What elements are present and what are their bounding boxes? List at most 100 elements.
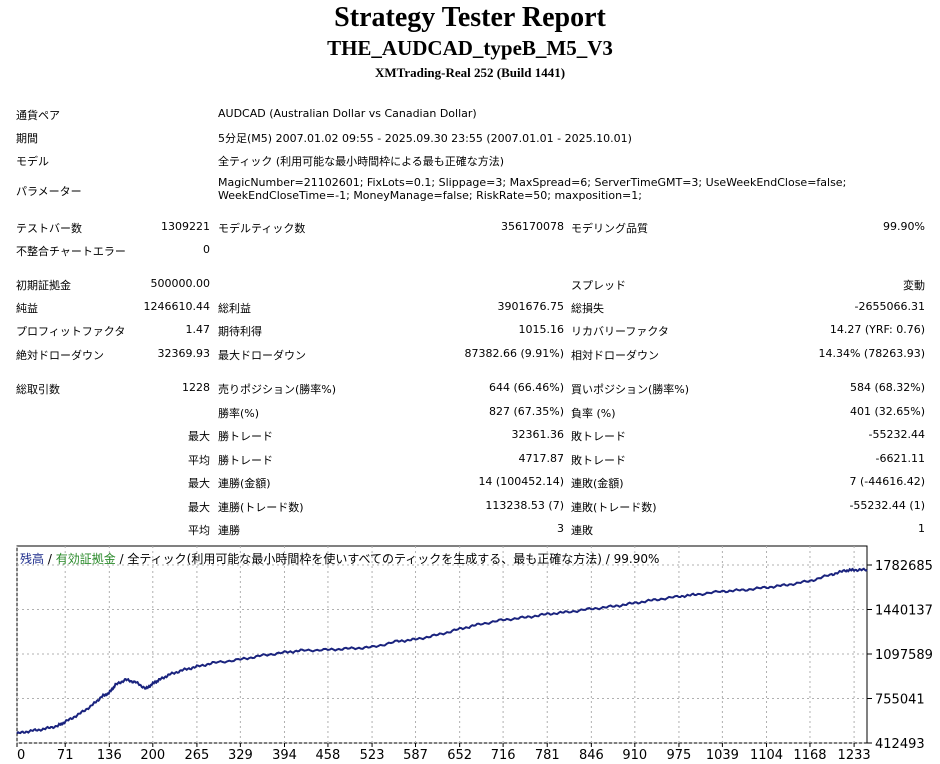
params-line-2: WeekEndCloseTime=-1; MoneyManage=false; … [218,189,642,202]
net-profit-value: 1246610.44 [143,300,210,313]
x-tick-label: 1168 [793,748,826,763]
avg-cons-losses-label: 連敗 [571,524,593,537]
chart-legend: 残高 / 有効証拠金 / 全ティック(利用可能な最小時間枠を使いすべてのティック… [20,550,659,567]
x-tick-label: 329 [228,748,253,763]
max-cons-wins-trades-label: 連勝(トレード数) [218,501,304,514]
win-rate-label: 勝率(%) [218,407,260,420]
avg-loss-value: -6621.11 [875,452,925,465]
gross-loss-value: -2655066.31 [854,300,925,313]
abs-drawdown-value: 32369.93 [157,347,211,360]
x-tick-label: 136 [97,748,122,763]
max-cons-wins-amount-value: 14 (100452.14) [478,475,564,488]
balance-series-line [16,567,868,735]
pair-label: 通貨ペア [16,109,60,122]
expected-payoff-label: 期待利得 [218,325,262,338]
ea-name: THE_AUDCAD_typeB_M5_V3 [327,36,613,60]
avg-consecutive-prefix: 平均 [188,524,210,537]
x-tick-label: 781 [535,748,560,763]
bars-value: 1309221 [161,220,210,233]
loss-rate-label: 負率 (%) [571,407,616,420]
max-cons-wins-amount-label: 連勝(金額) [218,477,271,490]
spread-label: スプレッド [571,279,626,292]
x-tick-label: 1039 [706,748,739,763]
rel-drawdown-label: 相対ドローダウン [571,349,659,362]
max-cons-losses-amount-value: 7 (-44616.42) [849,475,925,488]
largest-prefix: 最大 [188,430,210,443]
x-tick-label: 652 [447,748,472,763]
params-label: パラメーター [16,185,82,198]
legend-balance: 残高 [20,552,45,566]
rel-drawdown-value: 14.34% (78263.93) [818,347,925,360]
y-tick-label: 412493 [875,737,925,752]
gross-profit-label: 総利益 [218,302,251,315]
x-tick-label: 1104 [750,748,783,763]
short-positions-label: 売りポジション(勝率%) [218,383,337,396]
short-positions-value: 644 (66.46%) [488,381,564,394]
max-cons-wins-trades-value: 113238.53 (7) [485,499,564,512]
total-trades-value: 1228 [182,381,210,394]
avg-cons-wins-label: 連勝 [218,524,240,537]
pair-value: AUDCAD (Australian Dollar vs Canadian Do… [218,107,477,120]
y-tick-label: 1097589 [875,648,933,663]
params-line-1: MagicNumber=21102601; FixLots=0.1; Slipp… [218,176,847,189]
long-positions-label: 買いポジション(勝率%) [571,383,690,396]
avg-cons-losses-value: 1 [918,522,925,535]
avg-loss-label: 敗トレード [571,454,626,467]
bars-label: テストバー数 [16,222,82,235]
report-title: Strategy Tester Report [334,2,606,33]
spread-value: 変動 [903,279,925,292]
quality-label: モデリング品質 [571,222,648,235]
largest-win-label: 勝トレード [218,430,273,443]
plot-frame [16,545,868,744]
abs-drawdown-label: 絶対ドローダウン [16,349,104,362]
x-tick-label: 716 [491,748,516,763]
max-drawdown-label: 最大ドローダウン [218,349,306,362]
x-tick-label: 1233 [838,748,871,763]
largest-loss-label: 敗トレード [571,430,626,443]
avg-cons-wins-value: 3 [557,522,564,535]
total-trades-label: 総取引数 [16,383,60,396]
ticks-label: モデルティック数 [218,222,306,235]
deposit-label: 初期証拠金 [16,279,71,292]
x-tick-label: 846 [579,748,604,763]
profit-factor-label: プロフィットファクタ [16,325,126,338]
x-tick-label: 394 [272,748,297,763]
x-tick-label: 587 [403,748,428,763]
legend-equity: 有効証拠金 [55,552,116,566]
x-tick-label: 71 [57,748,74,763]
errors-value: 0 [203,243,210,256]
x-tick-label: 200 [140,748,165,763]
y-tick-label: 1782685 [875,559,933,574]
x-tick-label: 910 [622,748,647,763]
y-tick-label: 1440137 [875,604,933,619]
gross-loss-label: 総損失 [571,302,604,315]
recovery-factor-label: リカバリーファクタ [571,325,669,338]
avg-win-label: 勝トレード [218,454,273,467]
model-label: モデル [16,155,49,168]
quality-value: 99.90% [883,220,925,233]
errors-label: 不整合チャートエラー [16,245,126,258]
server-build: XMTrading-Real 252 (Build 1441) [374,65,566,80]
loss-rate-value: 401 (32.65%) [849,405,925,418]
x-tick-label: 458 [316,748,341,763]
net-profit-label: 純益 [16,302,38,315]
x-tick-label: 265 [184,748,209,763]
largest-win-value: 32361.36 [511,428,565,441]
avg-win-value: 4717.87 [518,452,565,465]
max-cons-losses-trades-label: 連敗(トレード数) [571,501,657,514]
legend-separator: / [44,552,56,566]
x-tick-label: 523 [360,748,385,763]
largest-loss-value: -55232.44 [868,428,925,441]
ticks-value: 356170078 [501,220,564,233]
equity-chart: 1782685 1440137 1097589 755041 412493 0 71 136 2… [16,545,936,764]
deposit-value: 500000.00 [150,277,211,290]
y-tick-label: 755041 [875,693,925,708]
equity-chart-svg: 1782685 1440137 1097589 755041 412493 0 71 136 2… [16,545,933,763]
max-drawdown-value: 87382.66 (9.91%) [464,347,564,360]
max-cons-losses-trades-value: -55232.44 (1) [849,499,925,512]
win-rate-value: 827 (67.35%) [488,405,564,418]
max-consecutive-prefix: 最大 [188,477,210,490]
model-value: 全ティック (利用可能な最小時間枠による最も正確な方法) [218,155,505,168]
profit-factor-value: 1.47 [185,323,211,336]
expected-payoff-value: 1015.16 [518,323,565,336]
